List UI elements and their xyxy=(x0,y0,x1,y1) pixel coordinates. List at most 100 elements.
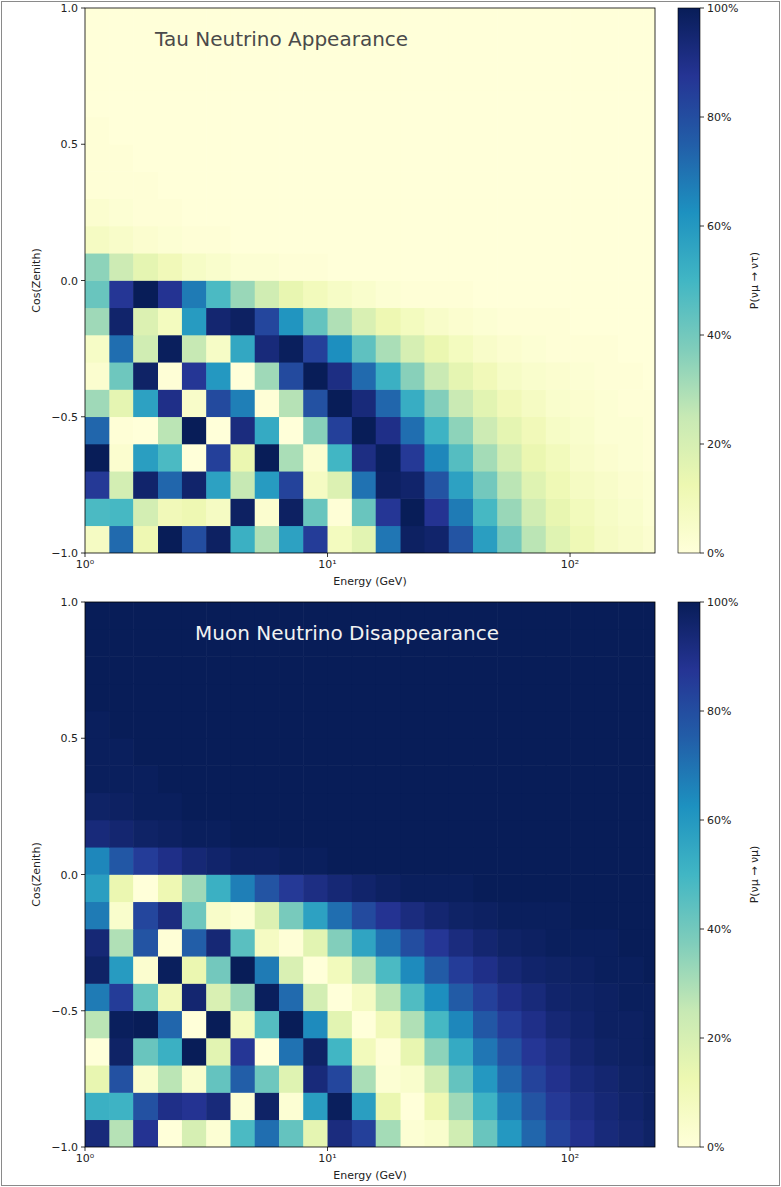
heatmap-cell xyxy=(133,416,158,444)
heatmap-cell xyxy=(352,89,376,117)
heatmap-cell xyxy=(255,171,280,199)
heatmap-cell xyxy=(279,656,304,684)
heatmap-cell xyxy=(424,525,449,553)
heatmap-cell xyxy=(182,792,207,820)
heatmap-cell xyxy=(497,280,522,308)
y-tick-label: −1.0 xyxy=(51,547,78,560)
y-tick xyxy=(81,602,85,603)
heatmap-cell xyxy=(449,874,474,902)
heatmap-cell xyxy=(570,171,595,199)
heatmap-cell xyxy=(352,280,376,308)
heatmap-cell xyxy=(303,198,328,226)
y-tick-label: 1.0 xyxy=(61,596,79,609)
heatmap-cell xyxy=(158,765,183,793)
heatmap-cell xyxy=(570,307,595,335)
heatmap-cell xyxy=(401,929,426,957)
heatmap-cell xyxy=(618,792,643,820)
heatmap-cell xyxy=(546,765,571,793)
heatmap-cell xyxy=(255,62,280,90)
heatmap-cell xyxy=(401,280,426,308)
heatmap-cell xyxy=(303,389,328,417)
heatmap-cell xyxy=(109,956,133,984)
heatmap-cell xyxy=(255,416,280,444)
heatmap-cell xyxy=(85,498,110,526)
heatmap-cell xyxy=(473,389,498,417)
heatmap-cell xyxy=(473,171,498,199)
heatmap-cell xyxy=(473,929,498,957)
heatmap-cell xyxy=(546,1065,571,1093)
colorbar-tick xyxy=(700,711,704,712)
heatmap-cell xyxy=(643,198,655,226)
heatmap-cell xyxy=(352,983,376,1011)
heatmap-cell xyxy=(85,117,110,145)
x-axis-title: Energy (GeV) xyxy=(333,1169,406,1182)
heatmap-cell xyxy=(182,171,207,199)
heatmap-cell xyxy=(182,144,207,172)
heatmap-cell xyxy=(158,171,183,199)
heatmap-cell xyxy=(424,956,449,984)
heatmap-cell xyxy=(109,253,133,281)
y-tick xyxy=(81,738,85,739)
colorbar-label: P(νμ → νμ) xyxy=(748,846,761,904)
heatmap-cell xyxy=(182,253,207,281)
heatmap-cell xyxy=(303,253,328,281)
heatmap-cell xyxy=(473,901,498,929)
heatmap-cell xyxy=(182,444,207,472)
heatmap-cell xyxy=(158,416,183,444)
heatmap-cell xyxy=(473,847,498,875)
heatmap-cell xyxy=(158,929,183,957)
heatmap-cell xyxy=(328,144,353,172)
heatmap-cell xyxy=(133,335,158,363)
heatmap-cell xyxy=(85,144,110,172)
colorbar xyxy=(678,602,700,1147)
heatmap-cell xyxy=(279,471,304,499)
heatmap-cell xyxy=(109,1119,133,1147)
heatmap-cell xyxy=(424,983,449,1011)
heatmap-cell xyxy=(401,820,426,848)
heatmap-cell xyxy=(546,874,571,902)
heatmap-cell xyxy=(594,738,618,766)
heatmap-cell xyxy=(376,1010,401,1038)
heatmap-cell xyxy=(473,738,498,766)
plot-frame xyxy=(85,8,655,553)
panel: 10⁰10¹10²−1.0−0.50.00.51.0Energy (GeV)Co… xyxy=(30,596,761,1182)
heatmap-cell xyxy=(206,738,231,766)
heatmap-cell xyxy=(594,602,618,630)
heatmap-cell xyxy=(618,820,643,848)
heatmap-cell xyxy=(133,171,158,199)
heatmap-cell xyxy=(230,901,255,929)
heatmap-cell xyxy=(352,335,376,363)
heatmap-cell xyxy=(85,444,110,472)
heatmap-cell xyxy=(594,656,618,684)
heatmap-cell xyxy=(497,1119,522,1147)
heatmap-cell xyxy=(643,171,655,199)
heatmap-cell xyxy=(546,280,571,308)
figure-border xyxy=(2,2,780,1186)
heatmap-cell xyxy=(352,765,376,793)
panel: 10⁰10¹10²−1.0−0.50.00.51.0Energy (GeV)Co… xyxy=(30,2,761,588)
heatmap-cell xyxy=(303,983,328,1011)
heatmap-cell xyxy=(109,498,133,526)
heatmap-cell xyxy=(230,983,255,1011)
heatmap-cell xyxy=(570,35,595,63)
heatmap-cell xyxy=(279,498,304,526)
heatmap-cell xyxy=(206,416,231,444)
heatmap-cell xyxy=(352,144,376,172)
heatmap-cell xyxy=(643,525,655,553)
heatmap-cell xyxy=(424,1119,449,1147)
heatmap-cell xyxy=(522,117,547,145)
heatmap-cell xyxy=(376,444,401,472)
heatmap-cell xyxy=(158,226,183,254)
colorbar xyxy=(678,8,700,553)
heatmap-cell xyxy=(618,1010,643,1038)
heatmap-cell xyxy=(206,226,231,254)
heatmap-cell xyxy=(133,226,158,254)
heatmap-cell xyxy=(206,117,231,145)
heatmap-cell xyxy=(303,656,328,684)
heatmap-cell xyxy=(109,444,133,472)
x-tick xyxy=(85,1147,86,1151)
heatmap-cell xyxy=(255,656,280,684)
heatmap-cell xyxy=(449,117,474,145)
heatmap-cell xyxy=(133,307,158,335)
heatmap-cell xyxy=(618,253,643,281)
